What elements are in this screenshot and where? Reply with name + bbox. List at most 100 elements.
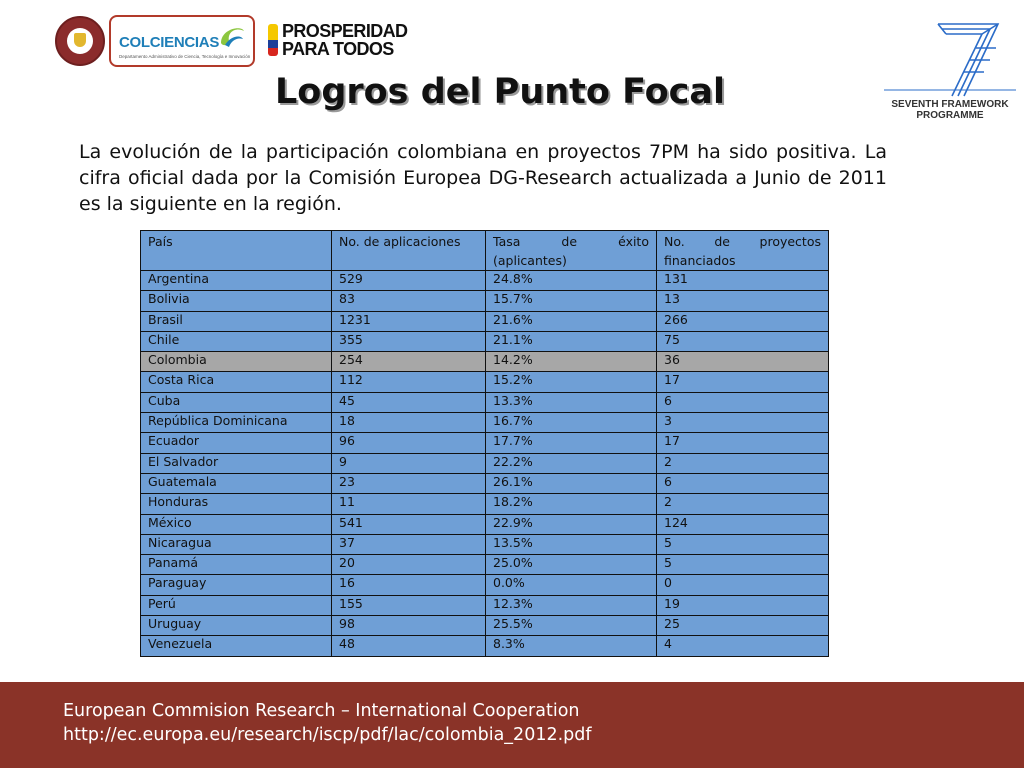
cell-funded-projects: 124 xyxy=(656,513,829,535)
table-row: Nicaragua 37 13.5% 5 xyxy=(140,533,829,556)
cell-success-rate: 18.2% xyxy=(485,493,657,515)
cell-country: Cuba xyxy=(140,391,332,414)
table-row: Perú 155 12.3% 19 xyxy=(140,594,829,617)
table-row: Panamá 20 25.0% 5 xyxy=(140,554,829,576)
cell-country: Bolivia xyxy=(140,290,332,312)
cell-country: Argentina xyxy=(140,269,332,292)
fp7-seven-icon xyxy=(884,23,1016,97)
cell-applications: 16 xyxy=(331,574,486,596)
table-row: El Salvador 9 22.2% 2 xyxy=(140,452,829,474)
cell-applications: 48 xyxy=(331,635,486,657)
colciencias-subtitle: Departamento Administrativo de Ciencia, … xyxy=(119,54,251,59)
cell-funded-projects: 6 xyxy=(656,472,829,495)
cell-success-rate: 8.3% xyxy=(485,635,657,657)
cell-country: Paraguay xyxy=(140,574,332,596)
page-title: Logros del Punto Focal xyxy=(274,72,726,112)
table-row: Ecuador 96 17.7% 17 xyxy=(140,432,829,454)
cell-funded-projects: 36 xyxy=(656,351,829,373)
cell-funded-projects: 266 xyxy=(656,310,829,332)
cell-funded-projects: 19 xyxy=(656,594,829,617)
colombia-seal-icon xyxy=(55,16,105,66)
cell-applications: 529 xyxy=(331,269,486,292)
cell-applications: 541 xyxy=(331,513,486,535)
table-row: Venezuela 48 8.3% 4 xyxy=(140,635,829,657)
cell-applications: 20 xyxy=(331,554,486,576)
table-row: México 541 22.9% 124 xyxy=(140,513,829,535)
cell-country: El Salvador xyxy=(140,452,332,474)
cell-country: Chile xyxy=(140,330,332,353)
cell-success-rate: 0.0% xyxy=(485,574,657,596)
table-header-row: País No. de aplicaciones Tasa de éxito (… xyxy=(140,230,829,271)
cell-funded-projects: 5 xyxy=(656,533,829,556)
cell-applications: 45 xyxy=(331,391,486,414)
cell-applications: 11 xyxy=(331,493,486,515)
cell-success-rate: 26.1% xyxy=(485,472,657,495)
cell-country: Costa Rica xyxy=(140,371,332,393)
cell-country: Guatemala xyxy=(140,472,332,495)
cell-country: Colombia xyxy=(140,351,332,373)
cell-funded-projects: 5 xyxy=(656,554,829,576)
intro-paragraph: La evolución de la participación colombi… xyxy=(79,141,887,215)
cell-country: Nicaragua xyxy=(140,533,332,556)
table-row: Argentina 529 24.8% 131 xyxy=(140,269,829,292)
cell-success-rate: 15.2% xyxy=(485,371,657,393)
table-row: Honduras 11 18.2% 2 xyxy=(140,493,829,515)
footer-bar: European Commision Research – Internatio… xyxy=(0,682,1024,768)
table-row: Costa Rica 112 15.2% 17 xyxy=(140,371,829,393)
table-row: Paraguay 16 0.0% 0 xyxy=(140,574,829,596)
cell-success-rate: 24.8% xyxy=(485,269,657,292)
cell-applications: 254 xyxy=(331,351,486,373)
prosperidad-line1: PROSPERIDAD xyxy=(282,21,408,41)
cell-country: Panamá xyxy=(140,554,332,576)
cell-country: Perú xyxy=(140,594,332,617)
table-row: Cuba 45 13.3% 6 xyxy=(140,391,829,414)
cell-applications: 96 xyxy=(331,432,486,454)
cell-success-rate: 25.5% xyxy=(485,615,657,637)
cell-success-rate: 13.3% xyxy=(485,391,657,414)
footer-url[interactable]: http://ec.europa.eu/research/iscp/pdf/la… xyxy=(63,725,592,745)
cell-funded-projects: 4 xyxy=(656,635,829,657)
cell-success-rate: 21.6% xyxy=(485,310,657,332)
table-row: Brasil 1231 21.6% 266 xyxy=(140,310,829,332)
cell-country: México xyxy=(140,513,332,535)
cell-funded-projects: 17 xyxy=(656,432,829,454)
cell-success-rate: 22.9% xyxy=(485,513,657,535)
colciencias-swirl-icon xyxy=(221,28,244,47)
cell-applications: 1231 xyxy=(331,310,486,332)
table-row: Chile 355 21.1% 75 xyxy=(140,330,829,353)
table-row: Guatemala 23 26.1% 6 xyxy=(140,472,829,495)
cell-success-rate: 12.3% xyxy=(485,594,657,617)
cell-applications: 98 xyxy=(331,615,486,637)
cell-funded-projects: 131 xyxy=(656,269,829,292)
cell-applications: 23 xyxy=(331,472,486,495)
cell-applications: 83 xyxy=(331,290,486,312)
header-country: País xyxy=(140,230,332,271)
cell-success-rate: 21.1% xyxy=(485,330,657,353)
cell-funded-projects: 3 xyxy=(656,412,829,434)
prosperidad-line2: PARA TODOS xyxy=(282,39,394,59)
header-funded-projects: No. de proyectos financiados xyxy=(656,230,829,271)
participation-table: País No. de aplicaciones Tasa de éxito (… xyxy=(140,230,829,657)
header-applications: No. de aplicaciones xyxy=(331,230,486,271)
table-row: Colombia 254 14.2% 36 xyxy=(140,351,829,373)
cell-funded-projects: 0 xyxy=(656,574,829,596)
header-success-rate: Tasa de éxito (aplicantes) xyxy=(485,230,657,271)
cell-country: Venezuela xyxy=(140,635,332,657)
table-row: Uruguay 98 25.5% 25 xyxy=(140,615,829,637)
cell-country: Ecuador xyxy=(140,432,332,454)
colciencias-name: COLCIENCIAS xyxy=(119,34,220,51)
cell-success-rate: 22.2% xyxy=(485,452,657,474)
cell-applications: 355 xyxy=(331,330,486,353)
cell-applications: 155 xyxy=(331,594,486,617)
table-row: República Dominicana 18 16.7% 3 xyxy=(140,412,829,434)
cell-success-rate: 17.7% xyxy=(485,432,657,454)
colombia-flag-icon xyxy=(268,24,278,56)
cell-success-rate: 14.2% xyxy=(485,351,657,373)
cell-country: República Dominicana xyxy=(140,412,332,434)
footer-source: European Commision Research – Internatio… xyxy=(63,701,580,721)
cell-success-rate: 15.7% xyxy=(485,290,657,312)
cell-applications: 112 xyxy=(331,371,486,393)
cell-funded-projects: 75 xyxy=(656,330,829,353)
cell-applications: 9 xyxy=(331,452,486,474)
cell-country: Uruguay xyxy=(140,615,332,637)
